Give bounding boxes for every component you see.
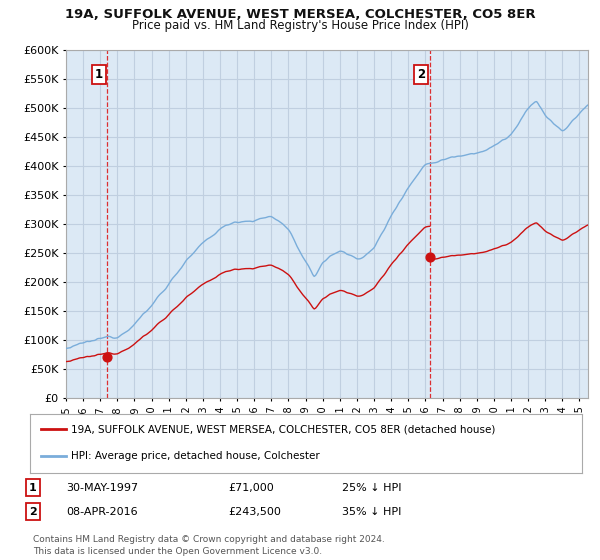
Text: Price paid vs. HM Land Registry's House Price Index (HPI): Price paid vs. HM Land Registry's House … <box>131 19 469 32</box>
Text: Contains HM Land Registry data © Crown copyright and database right 2024.
This d: Contains HM Land Registry data © Crown c… <box>33 535 385 556</box>
Text: 19A, SUFFOLK AVENUE, WEST MERSEA, COLCHESTER, CO5 8ER: 19A, SUFFOLK AVENUE, WEST MERSEA, COLCHE… <box>65 8 535 21</box>
Text: 1: 1 <box>29 483 37 493</box>
Text: 1: 1 <box>95 68 103 81</box>
Point <box>103 352 112 361</box>
Text: 25% ↓ HPI: 25% ↓ HPI <box>342 483 401 493</box>
Text: 2: 2 <box>418 68 425 81</box>
Text: 2: 2 <box>29 507 37 517</box>
Point <box>425 252 435 261</box>
Text: 19A, SUFFOLK AVENUE, WEST MERSEA, COLCHESTER, CO5 8ER (detached house): 19A, SUFFOLK AVENUE, WEST MERSEA, COLCHE… <box>71 424 496 434</box>
Text: 08-APR-2016: 08-APR-2016 <box>66 507 137 517</box>
Text: £243,500: £243,500 <box>228 507 281 517</box>
Text: 35% ↓ HPI: 35% ↓ HPI <box>342 507 401 517</box>
Text: HPI: Average price, detached house, Colchester: HPI: Average price, detached house, Colc… <box>71 451 320 460</box>
Text: £71,000: £71,000 <box>228 483 274 493</box>
Text: 30-MAY-1997: 30-MAY-1997 <box>66 483 138 493</box>
